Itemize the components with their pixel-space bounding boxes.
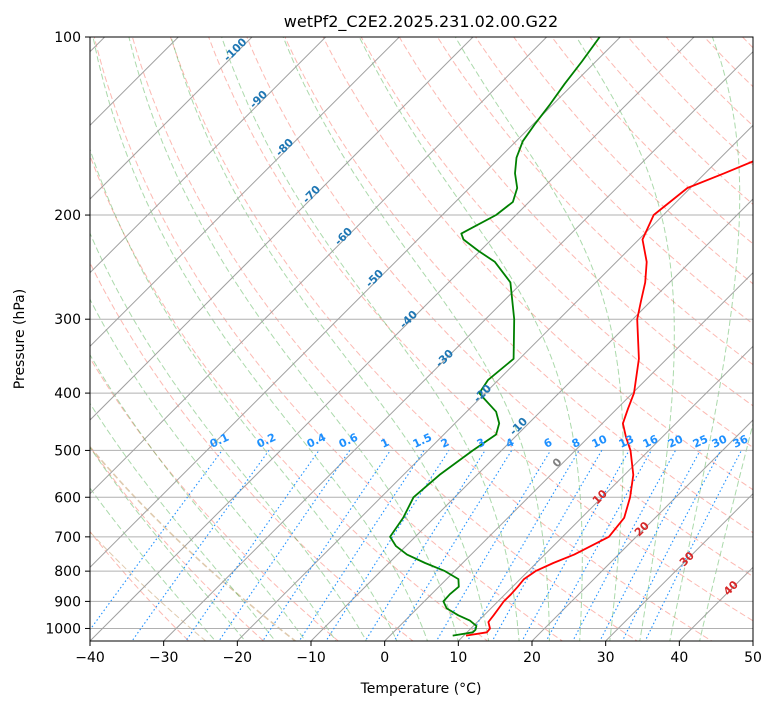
isotherm [383,271,753,641]
dry-adiabat [246,37,753,578]
mixing-ratio-line [466,450,580,641]
mixing-ratio-line [262,450,391,641]
y-axis-ticks: 100 200 300 400 500 600 700 800 900 1000 [45,30,90,637]
isotherms [90,37,753,641]
y-tick-label: 200 [54,208,81,224]
dewpoint-profile-line [389,37,601,637]
dry-adiabat [474,37,753,325]
mixing-ratio-label: 36 [731,432,751,450]
dry-adiabat [90,154,489,641]
y-tick-label: 100 [54,30,81,46]
x-axis-ticks: −40 −30 −20 −10 0 10 20 30 40 50 [75,641,762,666]
chart-title: wetPf2_C2E2.2025.231.02.00.G22 [284,12,558,32]
moist-adiabat [90,298,337,641]
isotherm [236,124,753,641]
dry-adiabat [360,37,753,449]
x-tick-label: 0 [380,650,389,666]
isotherm [604,492,753,641]
theta-e-lines [90,445,297,641]
mixing-ratio-line [621,450,722,641]
mixing-ratio-line [298,450,425,641]
x-tick-label: −10 [296,650,326,666]
isotherm [90,37,327,274]
dry-adiabat [551,37,753,245]
mixing-ratio-label: 13 [617,432,636,450]
mixing-ratio-line [131,450,270,641]
x-tick-label: −30 [149,650,179,666]
isotherm [310,198,753,641]
mixing-ratio-line [185,450,320,641]
isotherm [531,419,753,641]
dry-adiabat [208,37,753,622]
x-tick-label: 30 [597,650,615,666]
mixing-ratio-label: 16 [641,432,661,450]
mixing-ratio-line [218,450,351,641]
theta-e-line [90,445,297,641]
isotherm [90,37,695,641]
isotherm [90,37,401,348]
mixing-ratio-label: 30 [710,432,730,450]
isotherm [90,37,180,127]
dry-adiabats [90,37,753,641]
x-tick-label: 40 [670,650,688,666]
dry-adiabat [322,37,753,491]
dry-adiabat [93,37,564,641]
dry-adiabat [90,357,340,641]
mixing-ratio-label: 25 [691,432,710,450]
mixing-ratio-line [644,450,742,641]
isotherm [90,37,474,421]
y-tick-label: 500 [54,443,81,459]
dry-adiabat [513,37,753,285]
dry-adiabat [398,37,753,407]
isotherm [457,345,753,641]
dry-adiabat [436,37,753,366]
y-tick-label: 300 [54,312,81,328]
temperature-profile-line [465,160,753,637]
mixing-ratio-line [90,450,223,631]
x-tick-label: −40 [75,650,105,666]
plot-area: -100-90-80-70-60-50-40-30-20-100.1 0.2 0.4… [90,37,753,641]
dry-adiabat [131,37,638,641]
mixing-ratio-line [491,450,603,641]
x-axis-label: Temperature (°C) [360,681,482,697]
plot-frame [89,36,754,642]
y-tick-label: 800 [54,564,81,580]
y-tick-label: 400 [54,386,81,402]
mixing-ratio-line [435,450,552,641]
mixing-ratio-label: 20 [666,432,686,450]
dry-adiabat [169,37,713,641]
theta-e-line [90,531,207,641]
profile-series [389,37,753,637]
x-tick-label: −20 [223,650,253,666]
x-tick-label: 50 [744,650,762,666]
isotherm [162,50,753,641]
y-axis-label: Pressure (hPa) [12,289,28,389]
y-tick-label: 600 [54,490,81,506]
dry-adiabat [90,445,265,641]
isotherm [90,37,253,200]
dry-adiabat [284,37,753,534]
mixing-ratio-label: 10 [590,432,610,450]
moist-adiabat [221,37,520,641]
dry-adiabat [90,261,414,641]
y-tick-label: 900 [54,594,81,610]
isotherm [90,37,548,495]
pressure-gridlines [90,37,753,629]
y-tick-label: 1000 [45,621,81,637]
y-tick-label: 700 [54,530,81,546]
mixing-ratio-line [325,450,450,641]
x-tick-label: 20 [523,650,541,666]
mixing-ratio-line [521,450,630,641]
x-tick-label: 10 [449,650,467,666]
